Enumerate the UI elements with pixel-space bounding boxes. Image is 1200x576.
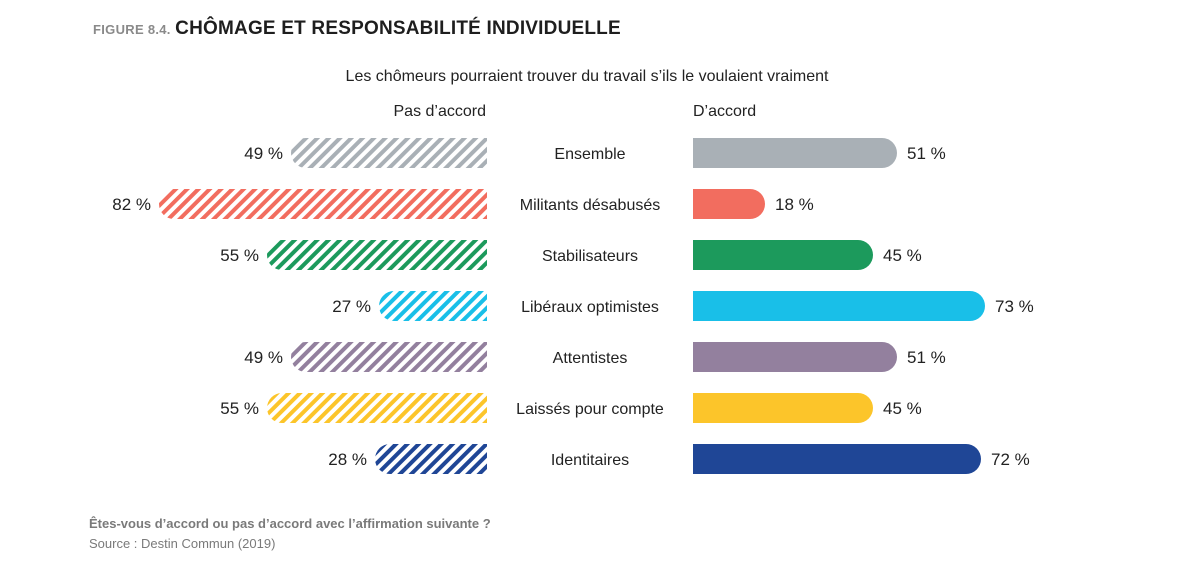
bar-disagree-ensemble — [291, 138, 487, 168]
figure-number: FIGURE 8.4. — [93, 22, 171, 37]
bar-agree-stabilisateurs — [693, 240, 873, 270]
bar-agree-identitaires — [693, 444, 981, 474]
category-label-laisses-pour-compte: Laissés pour compte — [516, 401, 664, 418]
bar-disagree-stabilisateurs — [267, 240, 487, 270]
bar-disagree-laisses-pour-compte — [267, 393, 487, 423]
category-label-stabilisateurs: Stabilisateurs — [542, 248, 638, 265]
label-disagree-militants-desabuses: 82 % — [112, 195, 151, 214]
bar-disagree-identitaires — [375, 444, 487, 474]
bar-agree-ensemble — [693, 138, 897, 168]
label-disagree-stabilisateurs: 55 % — [220, 246, 259, 265]
label-disagree-attentistes: 49 % — [244, 348, 283, 367]
label-disagree-liberaux-optimistes: 27 % — [332, 297, 371, 316]
label-agree-stabilisateurs: 45 % — [883, 246, 922, 265]
left-column-header: Pas d’accord — [393, 103, 487, 120]
label-disagree-ensemble: 49 % — [244, 144, 283, 163]
label-agree-laisses-pour-compte: 45 % — [883, 399, 922, 418]
category-label-ensemble: Ensemble — [554, 146, 625, 163]
bar-agree-attentistes — [693, 342, 897, 372]
figure-header: FIGURE 8.4. CHÔMAGE ET RESPONSABILITÉ IN… — [93, 18, 621, 40]
label-disagree-laisses-pour-compte: 55 % — [220, 399, 259, 418]
bar-agree-militants-desabuses — [693, 189, 765, 219]
label-agree-identitaires: 72 % — [991, 450, 1030, 469]
label-agree-attentistes: 51 % — [907, 348, 946, 367]
chart-title: Les chômeurs pourraient trouver du trava… — [345, 68, 829, 85]
bar-disagree-militants-desabuses — [159, 189, 487, 219]
bar-agree-laisses-pour-compte — [693, 393, 873, 423]
survey-question: Êtes-vous d’accord ou pas d’accord avec … — [89, 516, 491, 531]
category-label-militants-desabuses: Militants désabusés — [520, 197, 661, 214]
bar-agree-liberaux-optimistes — [693, 291, 985, 321]
label-agree-militants-desabuses: 18 % — [775, 195, 814, 214]
label-agree-ensemble: 51 % — [907, 144, 946, 163]
category-label-attentistes: Attentistes — [553, 350, 628, 367]
bar-disagree-liberaux-optimistes — [379, 291, 487, 321]
bar-disagree-attentistes — [291, 342, 487, 372]
figure-title: CHÔMAGE ET RESPONSABILITÉ INDIVIDUELLE — [175, 18, 621, 39]
source-note: Source : Destin Commun (2019) — [89, 536, 276, 551]
label-agree-liberaux-optimistes: 73 % — [995, 297, 1034, 316]
label-disagree-identitaires: 28 % — [328, 450, 367, 469]
category-label-identitaires: Identitaires — [551, 452, 629, 469]
category-label-liberaux-optimistes: Libéraux optimistes — [521, 299, 659, 316]
right-column-header: D’accord — [693, 103, 757, 120]
